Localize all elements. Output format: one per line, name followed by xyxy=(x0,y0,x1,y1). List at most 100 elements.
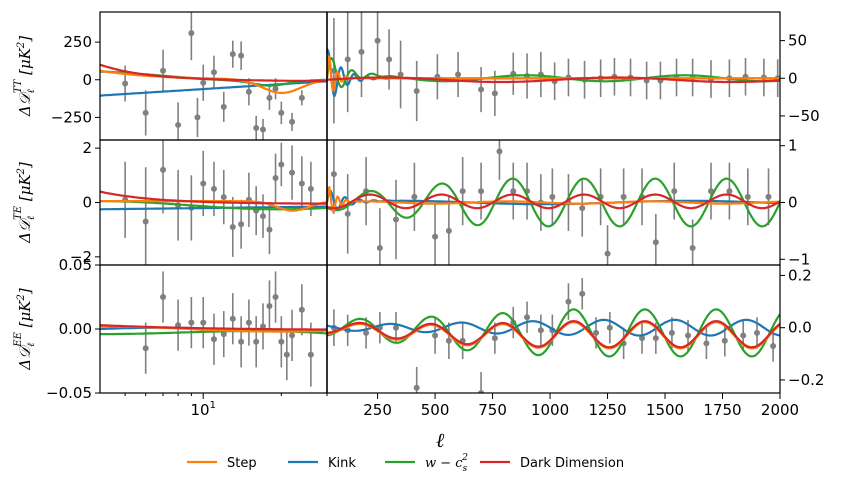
y-tick-label-right: 50 xyxy=(788,32,807,50)
data-point xyxy=(478,86,485,93)
data-point xyxy=(229,315,236,322)
panel-TE: −2 0 2 −1 0 1 Δ𝒟ℓTE [μK2] xyxy=(13,137,810,269)
data-point xyxy=(122,80,129,87)
data-point xyxy=(496,148,503,155)
curve-TT-step-high xyxy=(325,55,780,93)
data-point xyxy=(330,171,337,178)
data-point xyxy=(344,210,351,217)
y-tick-label-left: 250 xyxy=(63,33,92,51)
data-point xyxy=(671,188,678,195)
y-tick-label-left: −2 xyxy=(70,248,92,266)
x-tick-label-right: 2000 xyxy=(761,401,799,419)
data-point xyxy=(160,294,167,300)
data-point xyxy=(278,338,285,345)
data-point xyxy=(397,71,404,78)
data-point xyxy=(289,332,296,339)
data-point xyxy=(175,121,182,128)
data-point xyxy=(307,185,314,192)
y-tick-label-left: 0.05 xyxy=(59,256,92,274)
data-point xyxy=(376,244,383,251)
data-point xyxy=(188,319,195,326)
y-tick-label-right: 0.0 xyxy=(788,319,812,337)
data-point xyxy=(392,216,399,223)
data-point xyxy=(524,314,531,321)
curve-TE-dark-dimension-high xyxy=(326,193,780,210)
x-tick-label-right: 250 xyxy=(363,401,392,419)
y-axis-label-TE: Δ𝒟ℓTE [μK2] xyxy=(13,162,37,244)
data-point xyxy=(283,351,290,358)
data-point xyxy=(478,188,485,195)
data-point xyxy=(721,337,728,344)
x-axis-label: ℓ xyxy=(436,428,445,452)
data-point xyxy=(491,90,498,97)
data-point xyxy=(413,88,420,95)
data-point xyxy=(770,342,777,349)
legend-label: Dark Dimension xyxy=(520,456,624,471)
curve-TT-kink-high xyxy=(325,47,780,98)
curve-TT-dark-dimension-low xyxy=(100,63,327,83)
x-tick-label-left: 101 xyxy=(190,400,215,419)
curve-EE-dark-dimension-low xyxy=(100,324,327,331)
data-point xyxy=(478,390,485,393)
data-point xyxy=(413,384,420,391)
x-tick-label-right: 1500 xyxy=(646,401,684,419)
data-point xyxy=(210,69,217,76)
data-point xyxy=(652,335,659,342)
data-point xyxy=(740,332,747,339)
data-point xyxy=(210,185,217,192)
data-point xyxy=(229,51,236,58)
data-point xyxy=(298,94,305,101)
y-tick-label-left: 2 xyxy=(82,139,92,157)
data-point xyxy=(392,324,399,331)
data-point xyxy=(307,351,314,358)
y-axis-label-EE: Δ𝒟ℓEE [μK2] xyxy=(13,288,37,371)
legend-item: w − cs2 xyxy=(385,453,468,474)
data-point xyxy=(220,331,227,338)
data-point xyxy=(289,169,296,176)
data-point xyxy=(278,109,285,116)
data-point xyxy=(604,250,611,257)
y-tick-label-right: 0.2 xyxy=(788,266,812,284)
data-point xyxy=(253,124,260,131)
curve-EE-dark-dimension-high xyxy=(326,320,780,349)
data-point xyxy=(549,193,556,200)
x-tick-label-right: 500 xyxy=(421,401,450,419)
data-point xyxy=(606,324,613,331)
data-point xyxy=(765,193,772,200)
x-tick-label-right: 1250 xyxy=(588,401,626,419)
y-tick-label-right: 1 xyxy=(788,137,798,155)
data-point xyxy=(272,175,279,182)
y-tick-label-right: 0 xyxy=(788,69,798,87)
data-point xyxy=(744,193,751,200)
data-point xyxy=(455,71,462,78)
legend-label: Kink xyxy=(328,456,356,471)
data-point xyxy=(668,329,675,336)
data-point xyxy=(200,319,207,326)
data-point xyxy=(432,233,439,240)
y-tick-label-left: 0 xyxy=(82,194,92,212)
legend-item: Step xyxy=(187,456,257,471)
data-point xyxy=(386,56,393,63)
curve-TE-dark-dimension-low xyxy=(100,190,327,205)
y-tick-label-right: 0 xyxy=(788,194,798,212)
y-tick-label-right: −1 xyxy=(788,250,810,268)
data-point xyxy=(445,227,452,234)
data-point xyxy=(491,335,498,342)
data-point xyxy=(432,332,439,339)
data-point xyxy=(210,336,217,343)
data-point xyxy=(245,319,252,326)
data-point xyxy=(260,213,267,220)
data-point xyxy=(639,335,646,342)
data-point xyxy=(278,161,285,168)
data-point xyxy=(685,332,692,339)
x-tick-label-right: 1000 xyxy=(531,401,569,419)
curve-TT-dark-dimension-high xyxy=(326,76,780,84)
legend-item: Dark Dimension xyxy=(480,456,624,471)
data-point xyxy=(142,109,149,116)
legend-label: Step xyxy=(227,456,257,471)
data-point xyxy=(537,327,544,334)
data-point xyxy=(272,85,279,92)
data-point xyxy=(652,239,659,246)
y-tick-label-left: −0.05 xyxy=(46,384,92,402)
data-point xyxy=(238,52,245,59)
